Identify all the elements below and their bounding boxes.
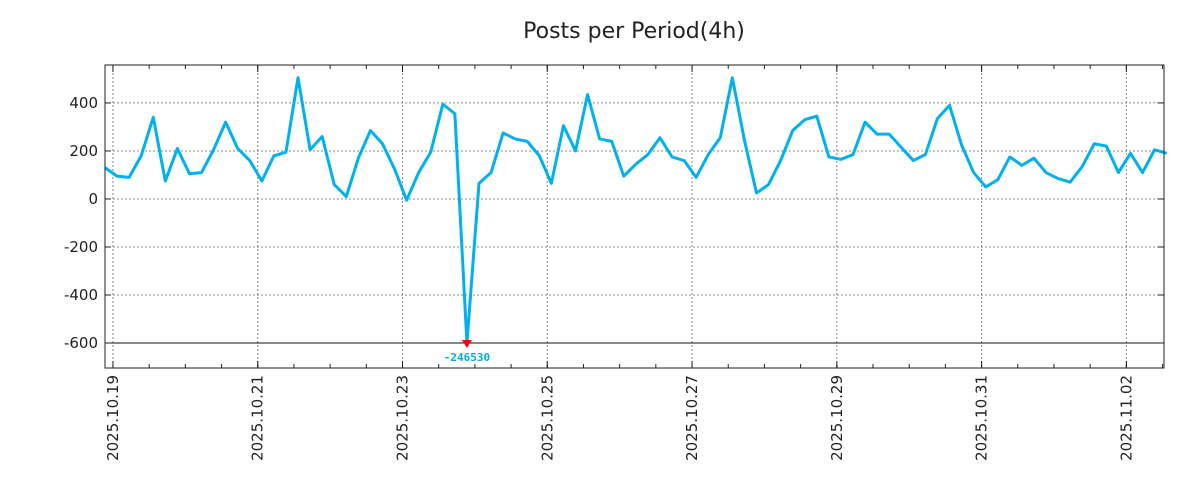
y-tick-label: 200 [69, 142, 98, 160]
outlier-label: -246530 [444, 351, 490, 364]
grid [105, 65, 1164, 368]
x-tick-label: 2025.10.25 [538, 375, 556, 461]
series-line-posts [104, 76, 1168, 345]
x-tick-label: 2025.11.02 [1117, 375, 1135, 461]
y-tick-label: 400 [69, 94, 98, 112]
y-tick-label: -200 [64, 238, 98, 256]
outlier-marker-icon [461, 340, 472, 349]
x-tick-label: 2025.10.27 [683, 375, 701, 461]
y-tick-label: -400 [64, 286, 98, 304]
y-tick-label: -600 [64, 334, 98, 352]
x-tick-label: 2025.10.31 [973, 375, 991, 461]
axis-ticks: 2025.10.19 2025.10.21 2025.10.23 2025.10.25… [64, 65, 1164, 461]
x-tick-label: 2025.10.29 [828, 375, 846, 461]
chart-title: Posts per Period(4h) [523, 19, 745, 44]
x-tick-label: 2025.10.23 [394, 375, 412, 461]
y-tick-label: 0 [88, 190, 98, 208]
x-tick-label: 2025.10.19 [104, 375, 122, 461]
x-tick-label: 2025.10.21 [249, 375, 267, 461]
plot-area: -246530 [104, 76, 1168, 364]
plot-frame [104, 64, 1165, 369]
